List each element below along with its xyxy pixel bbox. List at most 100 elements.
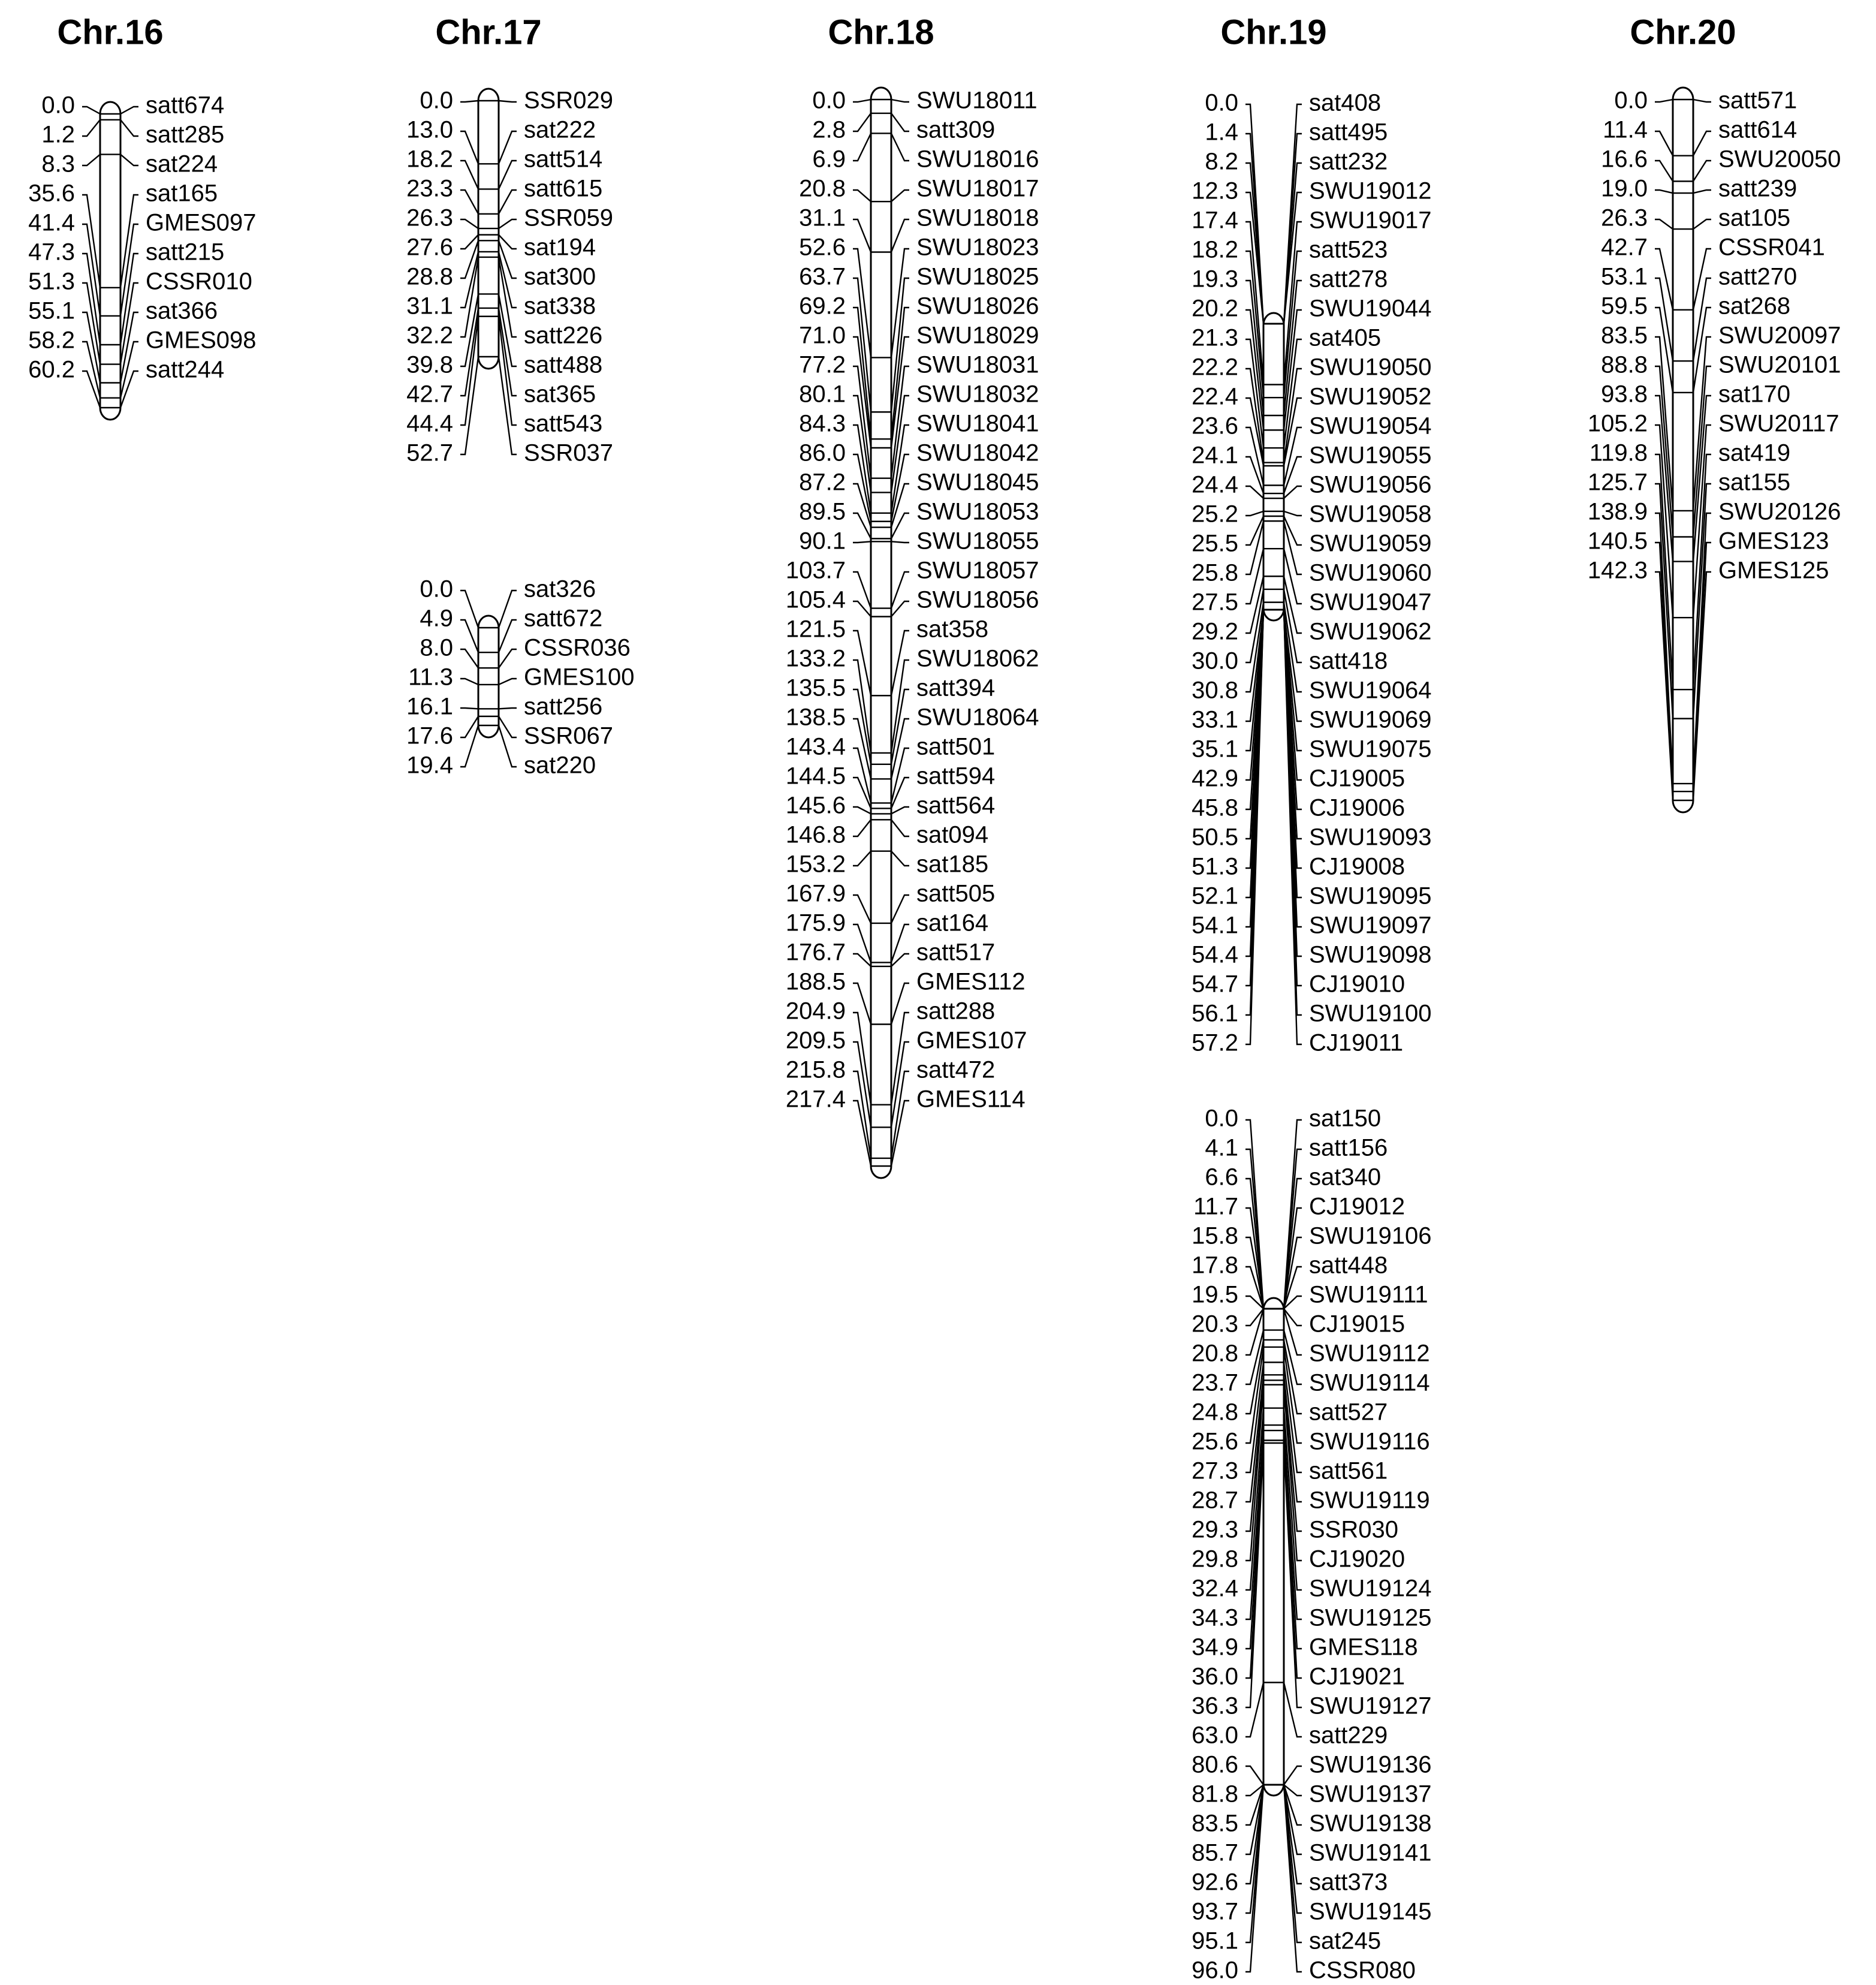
marker-row: 22.4 SWU19052 [1192, 384, 1432, 467]
marker-row: 23.3 satt615 [406, 176, 602, 215]
position-connector [1245, 1308, 1264, 1327]
linkage-group: 0.0 satt571 11.4 satt614 16.6 SWU20050 19.0 sat… [1588, 86, 1841, 814]
marker-connector [891, 98, 909, 103]
marker-connector [1692, 483, 1711, 719]
position-connector [1245, 1330, 1265, 1385]
linkage-group: 0.0 sat326 4.9 satt672 8.0 CSSR036 11.3 GMES100… [406, 576, 634, 779]
marker-row: 20.2 SWU19044 [1192, 296, 1432, 431]
marker-row: 19.4 sat220 [406, 724, 596, 779]
marker-label: sat326 [524, 576, 596, 603]
chromosome-bar [1672, 86, 1694, 814]
position-connector [853, 113, 871, 132]
marker-label: CJ19011 [1309, 1030, 1403, 1056]
position-label: 138.9 [1588, 499, 1648, 525]
marker-label: SWU19100 [1309, 1001, 1432, 1027]
marker-row: 59.5 sat268 [1601, 293, 1790, 393]
position-label: 4.1 [1205, 1135, 1238, 1161]
marker-connector [1283, 1308, 1302, 1327]
marker-connector [1283, 609, 1302, 722]
marker-connector [1283, 510, 1302, 517]
position-label: 42.9 [1192, 766, 1238, 792]
marker-row: 52.1 SWU19095 [1192, 609, 1432, 909]
marker-row: 209.5 GMES107 [786, 1028, 1027, 1128]
marker-connector [1283, 250, 1302, 398]
marker-row: 19.0 satt239 [1601, 176, 1797, 202]
marker-label: satt571 [1718, 88, 1797, 114]
marker-label: SWU19054 [1309, 413, 1432, 439]
marker-label: satt527 [1309, 1399, 1388, 1426]
marker-connector [1283, 1236, 1302, 1309]
position-label: 142.3 [1588, 558, 1648, 584]
position-connector [853, 629, 872, 696]
position-connector [1245, 1347, 1265, 1444]
marker-row: 83.5 SWU20097 [1601, 323, 1841, 512]
position-connector [853, 776, 872, 809]
marker-connector [497, 308, 517, 397]
marker-connector [1283, 1362, 1302, 1474]
marker-connector [891, 189, 909, 203]
marker-connector [120, 119, 138, 137]
marker-label: satt270 [1718, 264, 1797, 290]
marker-connector [1283, 456, 1302, 494]
position-connector [1245, 426, 1265, 486]
position-connector [1245, 576, 1265, 634]
position-connector [1245, 221, 1265, 385]
position-label: 22.2 [1192, 354, 1238, 381]
marker-label: satt543 [524, 411, 602, 437]
marker-row: 11.3 GMES100 [408, 664, 634, 691]
position-label: 52.1 [1192, 883, 1238, 909]
marker-row: 24.8 satt527 [1192, 1339, 1388, 1426]
marker-connector [1283, 485, 1302, 499]
marker-connector [497, 159, 517, 189]
position-label: 55.1 [28, 298, 75, 324]
marker-connector [1283, 1308, 1302, 1356]
marker-connector [891, 850, 909, 867]
position-connector [1655, 336, 1674, 511]
marker-row: 11.4 satt614 [1603, 117, 1797, 156]
marker-row: 28.8 sat300 [406, 240, 596, 290]
marker-connector [497, 240, 517, 279]
marker-connector [1692, 336, 1711, 511]
marker-label: SWU20117 [1718, 411, 1839, 437]
marker-label: sat185 [916, 851, 988, 878]
marker-label: satt232 [1309, 149, 1388, 175]
position-connector [853, 600, 871, 618]
position-label: 24.1 [1192, 442, 1238, 469]
marker-label: CJ19015 [1309, 1311, 1405, 1338]
position-label: 69.2 [799, 293, 846, 320]
marker-label: sat419 [1718, 440, 1790, 466]
position-connector [82, 341, 101, 398]
position-connector [853, 218, 872, 252]
position-label: 17.6 [406, 723, 453, 749]
marker-label: sat268 [1718, 293, 1790, 320]
marker-connector [1283, 1765, 1302, 1785]
marker-row: 0.0 SSR029 [420, 88, 613, 114]
position-connector [1245, 548, 1265, 605]
marker-connector [890, 571, 909, 609]
position-label: 133.2 [786, 646, 846, 672]
marker-label: GMES098 [146, 327, 257, 354]
marker-connector [1283, 516, 1302, 546]
marker-label: SWU19106 [1309, 1223, 1432, 1249]
marker-connector [1283, 338, 1302, 448]
position-connector [1245, 1266, 1265, 1309]
marker-row: 87.2 SWU18045 [799, 469, 1039, 528]
marker-label: SWU19062 [1309, 619, 1432, 645]
marker-row: 188.5 GMES112 [786, 969, 1026, 1025]
marker-connector [1283, 1339, 1302, 1415]
marker-label: SWU19114 [1309, 1370, 1430, 1396]
position-label: 215.8 [786, 1057, 846, 1083]
marker-connector [1283, 1784, 1302, 1797]
chromosome-title: Chr.17 [435, 13, 541, 52]
marker-row: 27.6 sat194 [406, 234, 596, 261]
marker-row: 4.9 satt672 [420, 606, 602, 653]
marker-connector [1283, 426, 1302, 486]
position-connector [853, 306, 872, 439]
position-connector [1245, 520, 1265, 576]
position-label: 30.8 [1192, 677, 1238, 704]
marker-connector [1692, 130, 1711, 156]
position-connector [1245, 602, 1265, 693]
position-label: 125.7 [1588, 469, 1648, 496]
marker-label: satt156 [1309, 1135, 1388, 1161]
